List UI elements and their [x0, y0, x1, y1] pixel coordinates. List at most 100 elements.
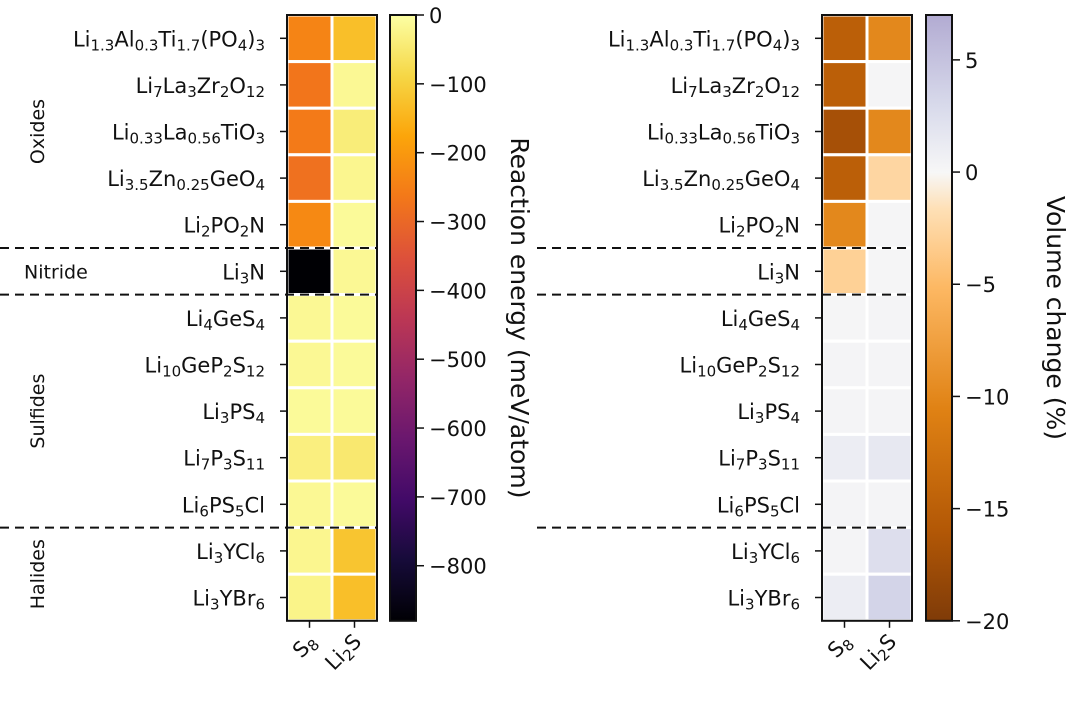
heat-cell [285, 106, 334, 157]
heat-cell [285, 13, 334, 64]
heat-cell [865, 479, 914, 530]
heat-cell [285, 199, 334, 250]
heat-cell [330, 526, 379, 576]
heat-cell [330, 199, 379, 250]
heat-cell [330, 13, 379, 64]
colorbar-label: Volume change (%) [1041, 196, 1070, 440]
heat-cell [285, 246, 334, 297]
heat-cell [820, 432, 869, 483]
heat-cell [330, 479, 379, 530]
group-label: Sulfides [27, 374, 49, 449]
colorbar-tick-label: 0 [429, 4, 442, 28]
column-label: S8 [823, 629, 858, 664]
row-label: Li7La3Zr2O12 [136, 74, 265, 101]
row-label: Li3YBr6 [727, 587, 800, 614]
colorbar-tick-label: −600 [429, 417, 487, 441]
row-label: Li7P3S11 [718, 447, 800, 474]
heat-cell [285, 153, 334, 203]
row-label: Li3N [222, 260, 265, 287]
heat-cell [330, 432, 379, 483]
colorbar-tick-label: −20 [965, 610, 1009, 634]
colorbar-tick-label: −400 [429, 279, 487, 303]
row-label: Li6PS5Cl [717, 493, 800, 520]
colorbar [925, 14, 953, 622]
row-label: Li7La3Zr2O12 [671, 74, 800, 101]
colorbar-tick-label: −300 [429, 211, 487, 235]
row-label: Li3PS4 [737, 400, 800, 427]
row-label: Li3YCl6 [731, 540, 800, 567]
row-label: Li3.5Zn0.25GeO4 [107, 167, 265, 194]
row-label: Li1.3Al0.3Ti1.7(PO4)3 [73, 27, 265, 54]
row-label: Li2PO2N [718, 214, 800, 241]
heat-cell [285, 479, 334, 530]
heat-cell [865, 106, 914, 157]
heat-cell [820, 572, 869, 623]
colorbar-tick-label: −100 [429, 73, 487, 97]
heat-cell [330, 572, 379, 623]
group-label: Halides [27, 539, 49, 609]
row-label: Li3YCl6 [196, 540, 265, 567]
row-label: Li4GeS4 [721, 307, 800, 334]
row-label: Li10GeP2S12 [680, 354, 800, 381]
heat-cell [285, 293, 334, 343]
column-label: S8 [288, 629, 323, 664]
colorbar [389, 14, 417, 622]
colorbar-tick-label: −10 [965, 385, 1009, 409]
heat-cell [865, 293, 914, 343]
colorbar-tick-label: −200 [429, 142, 487, 166]
heat-cell [820, 386, 869, 436]
heat-cell [820, 526, 869, 576]
heat-cell [865, 386, 914, 436]
heat-cell [820, 60, 869, 110]
heat-cell [820, 293, 869, 343]
heat-cell [285, 60, 334, 110]
heat-cell [820, 199, 869, 250]
row-label: Li3.5Zn0.25GeO4 [642, 167, 800, 194]
row-label: Li3N [757, 260, 800, 287]
heat-cell [865, 246, 914, 297]
heat-cell [330, 153, 379, 203]
group-label: Oxides [27, 99, 49, 164]
heat-cell [865, 572, 914, 623]
row-label: Li6PS5Cl [182, 493, 265, 520]
heat-cell [285, 526, 334, 576]
heat-cell [865, 13, 914, 64]
row-label: Li4GeS4 [186, 307, 265, 334]
heat-cell [285, 386, 334, 436]
row-label: Li10GeP2S12 [145, 354, 265, 381]
heat-cell [865, 60, 914, 110]
row-label: Li7P3S11 [183, 447, 265, 474]
volume-change-panel: Li1.3Al0.3Ti1.7(PO4)3 Li7La3Zr2O12 Li0.33L… [537, 13, 1070, 677]
group-label: Nitride [24, 261, 88, 283]
heat-cell [330, 386, 379, 436]
colorbar-tick-label: −500 [429, 348, 487, 372]
heat-cell [330, 339, 379, 390]
heat-cell [820, 246, 869, 297]
heat-cell [820, 13, 869, 64]
colorbar-tick-label: −15 [965, 498, 1009, 522]
colorbar-tick-label: 5 [965, 49, 978, 73]
heat-cell [820, 106, 869, 157]
colorbar-label: Reaction energy (meV/atom) [505, 137, 534, 498]
heat-cell [820, 339, 869, 390]
heat-cell [865, 339, 914, 390]
column-label: Li2S [320, 629, 368, 677]
heat-cell [285, 339, 334, 390]
heat-cell [820, 479, 869, 530]
row-label: Li3PS4 [202, 400, 265, 427]
colorbar-tick-label: −700 [429, 486, 487, 510]
column-label: Li2S [855, 629, 903, 677]
row-label: Li0.33La0.56TiO3 [112, 121, 265, 148]
heat-cell [285, 572, 334, 623]
row-label: Li2PO2N [183, 214, 265, 241]
heat-cell [330, 60, 379, 110]
heat-cell [865, 199, 914, 250]
heat-cell [865, 526, 914, 576]
heat-cell [330, 246, 379, 297]
colorbar-tick-label: 0 [965, 161, 978, 185]
heat-cell [330, 106, 379, 157]
reaction-energy-panel: Li1.3Al0.3Ti1.7(PO4)3 Li7La3Zr2O12 Li0.33L… [0, 4, 534, 677]
heat-cell [865, 153, 914, 203]
row-label: Li0.33La0.56TiO3 [647, 121, 800, 148]
